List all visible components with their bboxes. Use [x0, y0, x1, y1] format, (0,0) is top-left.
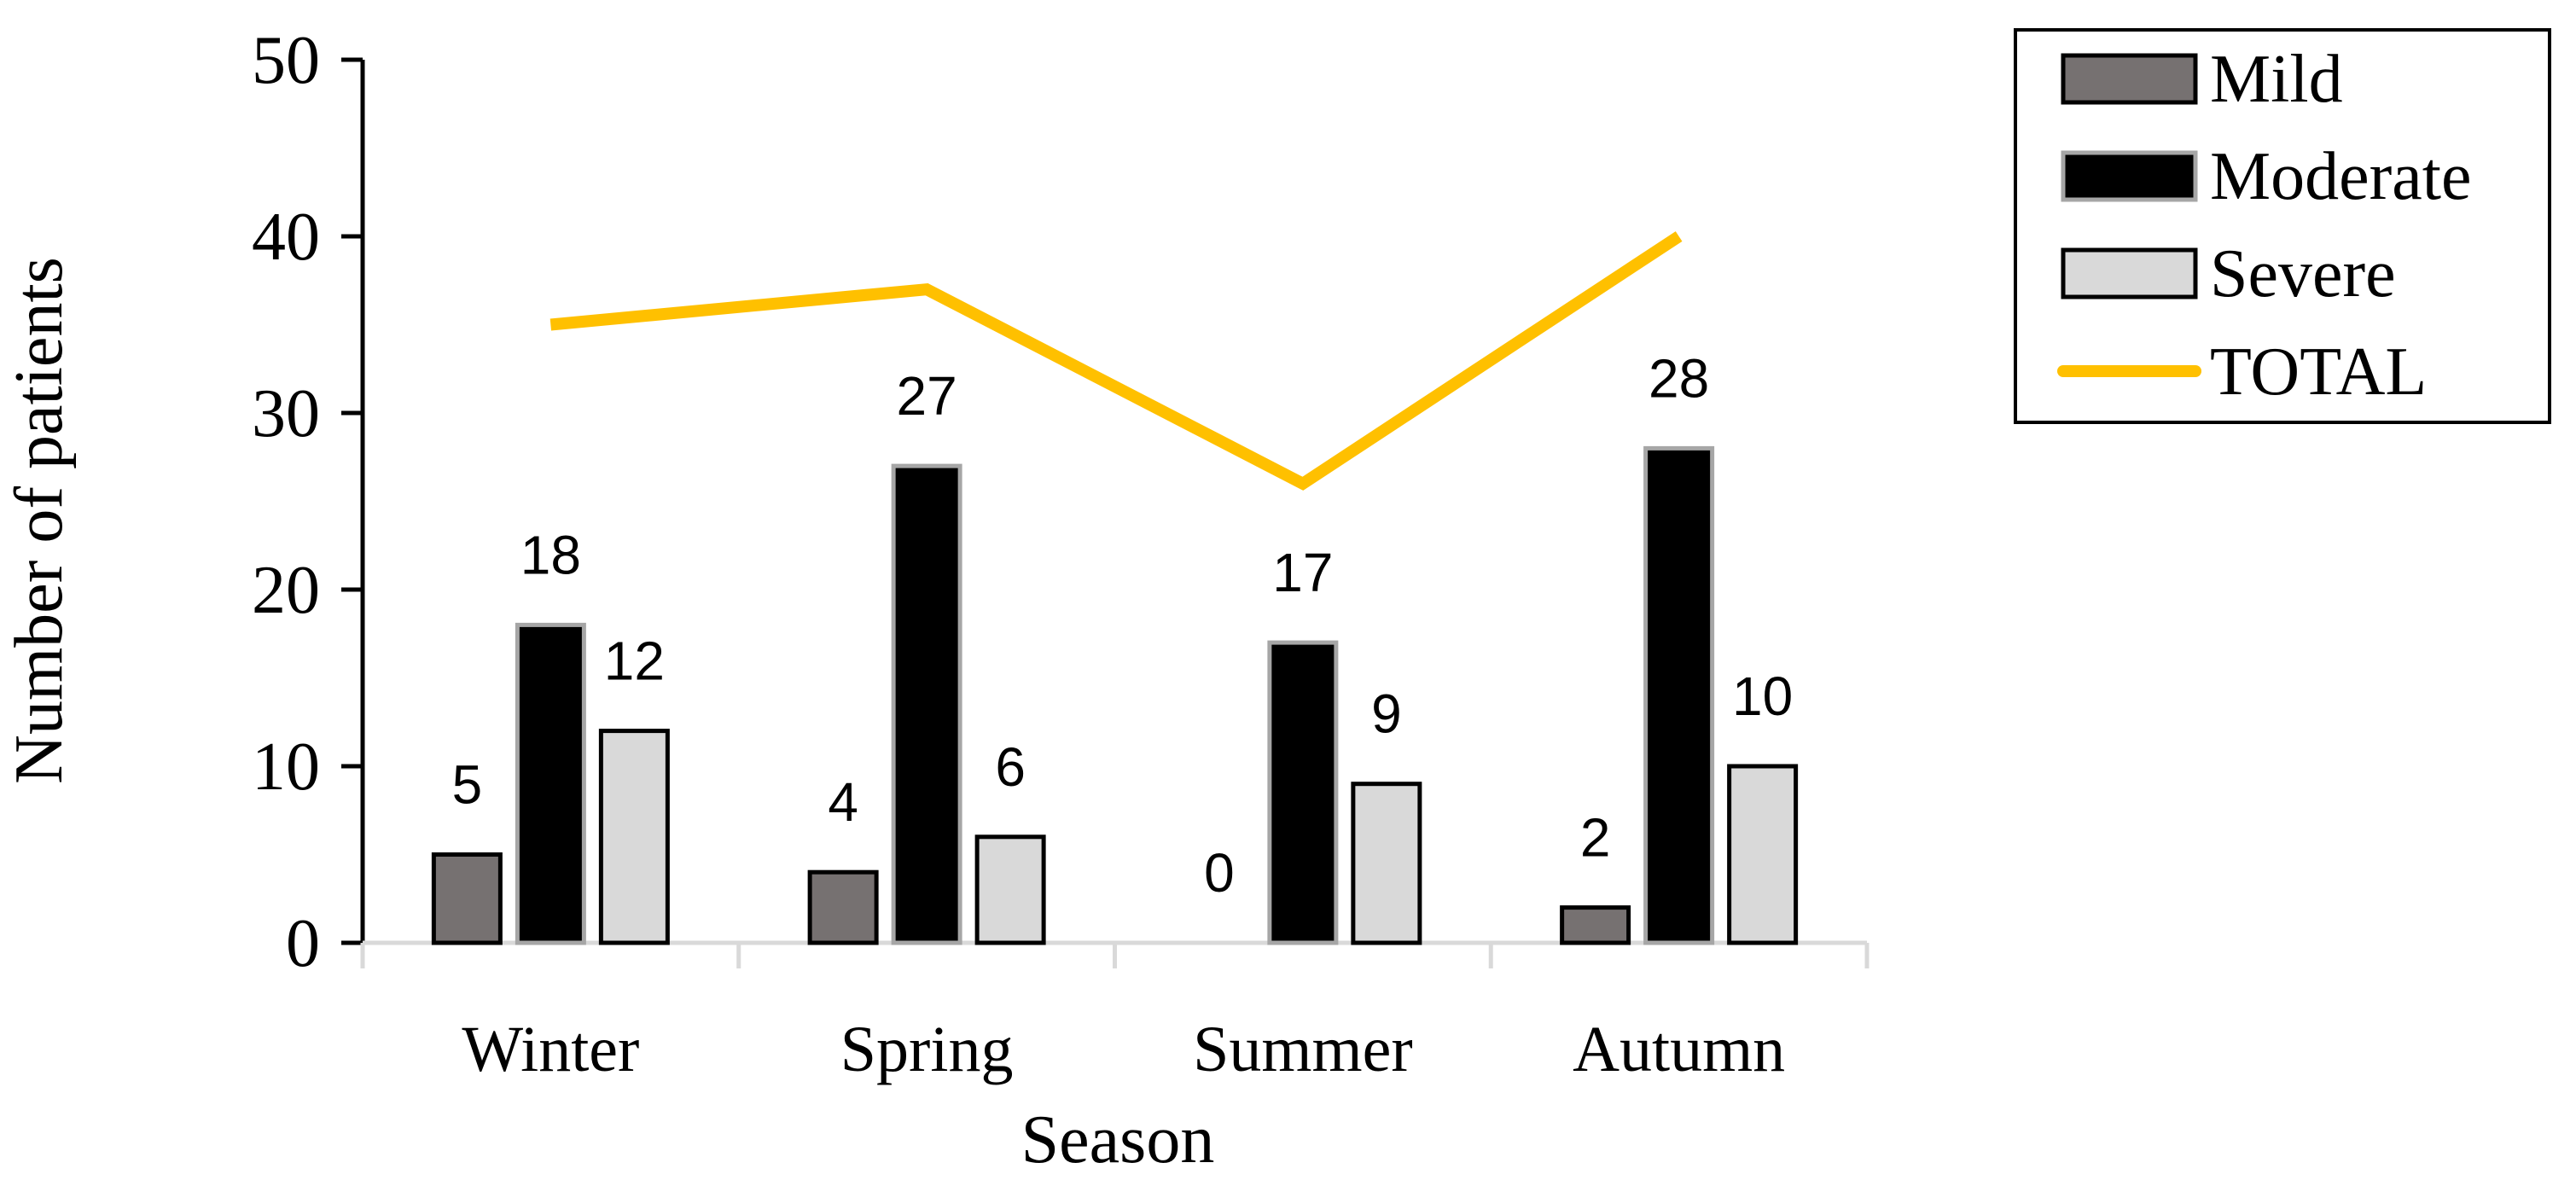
data-label: 28 — [1649, 347, 1709, 409]
bar-mild — [431, 852, 503, 945]
y-tick-label: 40 — [252, 200, 320, 275]
x-axis: Winter Spring Summer Autumn — [360, 940, 1869, 1085]
bar-moderate — [1267, 640, 1339, 945]
data-label: 2 — [1580, 807, 1611, 869]
data-label: 18 — [520, 524, 581, 585]
data-label: 0 — [1204, 842, 1235, 904]
x-tick-label: Winter — [462, 1014, 639, 1085]
data-label: 4 — [828, 771, 858, 833]
legend-label: TOTAL — [2210, 334, 2427, 410]
data-label: 5 — [452, 754, 483, 816]
bar-moderate — [891, 463, 962, 945]
legend-swatch-moderate — [2061, 150, 2198, 202]
x-tick-label: Summer — [1193, 1014, 1413, 1085]
bar-severe — [974, 834, 1046, 945]
bar-severe — [1727, 764, 1799, 945]
y-tick-label: 10 — [252, 730, 320, 805]
line-series — [550, 231, 1683, 491]
data-label: 27 — [897, 365, 957, 427]
data-label: 9 — [1371, 683, 1402, 745]
data-label: 10 — [1732, 666, 1793, 727]
data-labels: 5 18 12 4 27 6 0 17 9 2 28 10 — [452, 347, 1794, 904]
legend-label: Mild — [2210, 42, 2343, 117]
x-axis-title: Season — [1021, 1102, 1215, 1177]
x-tick-label: Spring — [840, 1014, 1014, 1085]
legend: Mild Moderate Severe TOTAL — [2014, 28, 2551, 424]
bar-mild — [1560, 905, 1631, 945]
legend-swatch-mild — [2061, 53, 2198, 105]
data-label: 17 — [1272, 542, 1333, 603]
line-total — [550, 231, 1683, 491]
legend-label: Severe — [2210, 236, 2396, 311]
bar-moderate — [515, 622, 586, 945]
y-axis: 0 10 20 30 40 50 — [252, 23, 365, 981]
y-tick-label: 50 — [252, 23, 320, 98]
bar-moderate — [1643, 445, 1715, 945]
bar-severe — [1351, 782, 1422, 945]
bar-series — [431, 445, 1799, 945]
y-tick-label: 20 — [252, 553, 320, 628]
y-tick-label: 30 — [252, 376, 320, 451]
bar-mild — [807, 869, 879, 945]
data-label: 6 — [995, 736, 1026, 798]
x-tick-label: Autumn — [1573, 1014, 1785, 1085]
y-tick-label: 0 — [286, 906, 320, 981]
data-label: 12 — [604, 631, 665, 692]
legend-label: Moderate — [2210, 139, 2472, 214]
y-axis-title: Number of patients — [2, 257, 77, 784]
bar-severe — [598, 729, 670, 945]
legend-swatch-severe — [2061, 247, 2198, 299]
